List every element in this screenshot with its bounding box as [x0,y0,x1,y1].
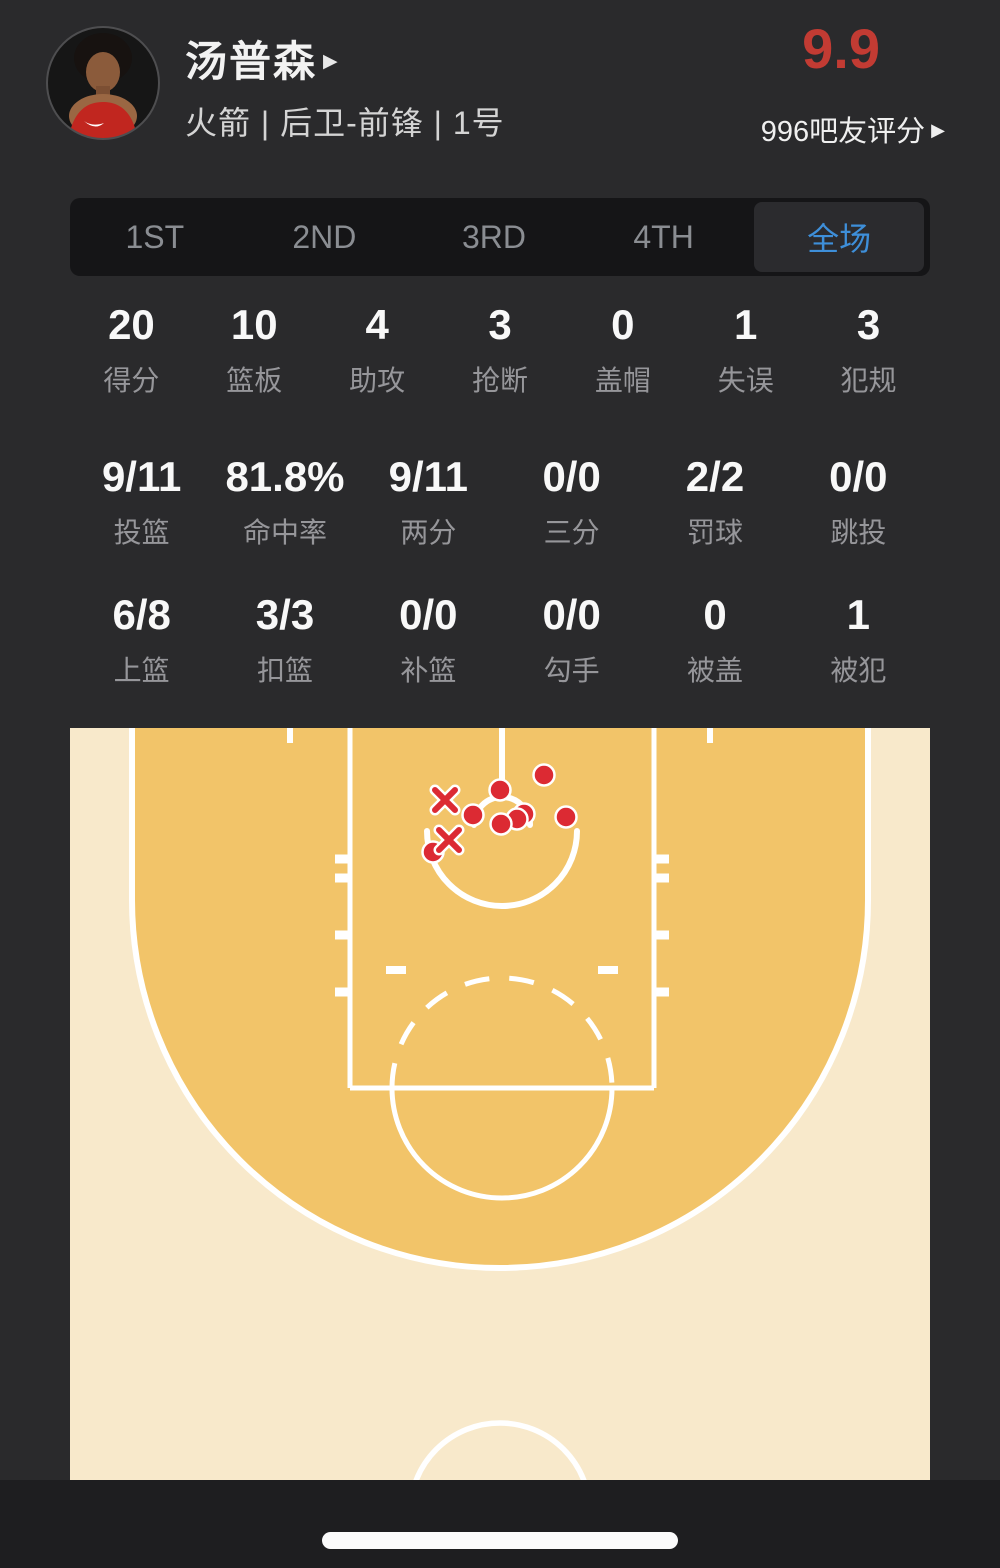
stat-layup: 6/8 上篮 [70,586,213,694]
stat-value: 81.8% [225,453,345,500]
stat-label: 勾手 [543,655,600,686]
stat-label: 被犯 [830,655,887,686]
made-shot-marker [489,812,513,836]
free-throw-circle-solid [389,1087,615,1201]
stat-label: 上篮 [113,655,170,686]
made-shot-marker [532,763,556,787]
stat-value: 0/0 [542,453,601,500]
stat-label: 罚球 [686,517,743,548]
stat-value: 1 [846,591,870,638]
court-inside-three [132,728,868,1268]
stat-value: 3 [488,301,512,348]
rating-caption-text: 996吧友评分 [760,116,926,148]
home-indicator[interactable] [322,1532,678,1549]
stat-ft: 2/2 罚球 [643,448,786,556]
stat-label: 助攻 [349,365,406,396]
rating-score: 9.9 [802,17,880,80]
stats-row-basic: 20 得分 10 篮板 4 助攻 3 抢断 0 盖帽 1 失误 3 犯规 [70,296,930,404]
tab-1st[interactable]: 1ST [125,218,185,255]
lane-hash-right [654,854,669,997]
stat-hook: 0/0 勾手 [500,586,643,694]
player-photo [47,27,159,139]
stat-value: 0/0 [399,591,458,638]
stat-blocks: 0 盖帽 [561,296,684,404]
stat-label: 补篮 [400,655,457,686]
stat-label: 跳投 [830,517,887,548]
three-point-line [129,728,871,1271]
player-name-row[interactable]: 汤普森 ▶ [185,28,338,89]
stat-fouled: 1 被犯 [787,586,930,694]
stat-value: 20 [108,301,155,348]
stat-fg: 9/11 投篮 [70,448,213,556]
stat-label: 犯规 [840,365,897,396]
stat-label: 抢断 [471,365,528,396]
stat-label: 三分 [543,517,600,548]
rating-caption[interactable]: 996吧友评分 ▶ [761,108,945,150]
center-circle-arc [413,1420,587,1480]
stat-got-blocked: 0 被盖 [643,586,786,694]
stat-value: 3 [856,301,881,348]
baseline-ticks [287,728,713,743]
shot-markers [421,763,578,864]
stat-label: 被盖 [686,655,743,686]
stat-2pt: 9/11 两分 [357,448,500,556]
stat-value: 0 [703,591,727,638]
tab-full-game[interactable]: 全场 [754,202,924,272]
tab-4th[interactable]: 4TH [633,218,694,255]
stat-label: 扣篮 [256,655,313,686]
made-shot-marker [554,805,578,829]
stat-putback: 0/0 补篮 [357,586,500,694]
stat-value: 9/11 [101,453,182,500]
stats-row-shot-types: 6/8 上篮 3/3 扣篮 0/0 补篮 0/0 勾手 0 被盖 1 被犯 [70,586,930,694]
made-shot-marker [488,778,512,802]
stat-value: 3/3 [255,591,315,638]
stat-assists: 4 助攻 [316,296,439,404]
name-expand-arrow-icon: ▶ [323,51,338,72]
lane-lines [347,728,657,1088]
shot-chart-court [70,728,930,1480]
stat-jumpshot: 0/0 跳投 [787,448,930,556]
quarter-tabbar: 1ST 2ND 3RD 4TH 全场 [70,198,930,276]
stat-value: 6/8 [112,591,171,638]
stat-value: 2/2 [685,453,745,500]
free-throw-circle-dashed [389,975,615,1089]
stat-value: 4 [365,301,389,348]
stat-label: 失误 [717,365,774,396]
stat-3pt: 0/0 三分 [500,448,643,556]
bottom-bar [0,1480,1000,1568]
stat-label: 两分 [400,517,457,548]
stat-label: 得分 [103,365,160,396]
made-shot-marker [461,803,485,827]
tab-2nd[interactable]: 2ND [292,218,357,255]
stat-value: 1 [734,301,758,348]
stat-value: 10 [230,301,278,348]
stat-steals: 3 抢断 [439,296,562,404]
stat-fg-pct: 81.8% 命中率 [213,448,356,556]
stat-dunk: 3/3 扣篮 [213,586,356,694]
player-header: 汤普森 ▶ 火箭 | 后卫-前锋 | 1号 9.9 996吧友评分 ▶ [0,0,1000,198]
stat-label: 篮板 [226,365,283,396]
tab-3rd[interactable]: 3RD [461,218,526,255]
stats-row-shooting: 9/11 投篮 81.8% 命中率 9/11 两分 0/0 三分 2/2 罚球 … [70,448,930,556]
stat-points: 20 得分 [70,296,193,404]
stat-label: 命中率 [242,517,327,548]
stat-value: 0/0 [829,453,888,500]
rating-arrow-icon: ▶ [931,120,945,140]
missed-shot-marker [429,784,461,816]
missed-shot-marker [433,824,465,856]
restricted-area-arc [424,828,580,909]
stat-label: 投篮 [113,517,170,548]
player-name: 汤普森 [185,38,318,85]
stat-label: 盖帽 [594,365,651,396]
stat-rebounds: 10 篮板 [193,296,316,404]
stat-value: 0/0 [542,591,601,638]
stat-turnovers: 1 失误 [684,296,807,404]
player-avatar[interactable] [44,24,162,142]
stat-value: 9/11 [388,453,469,500]
stat-fouls: 3 犯规 [807,296,930,404]
lane-hash-left [335,854,350,997]
stat-value: 0 [611,301,635,348]
player-team-position: 火箭 | 后卫-前锋 | 1号 [185,105,505,141]
